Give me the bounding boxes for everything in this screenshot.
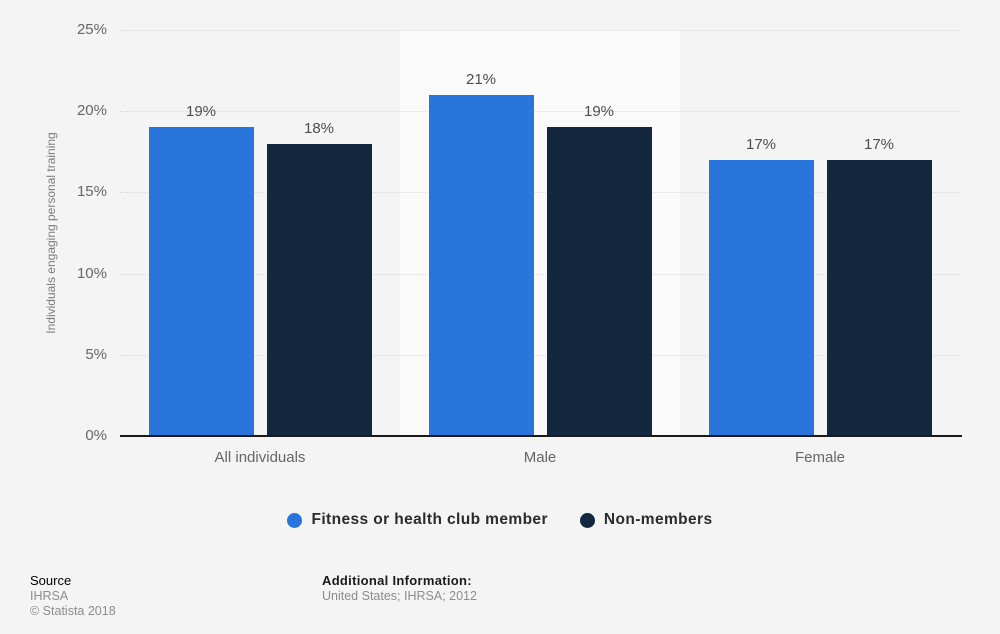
bar-value-label: 19% xyxy=(185,103,217,121)
bar-value-label: 19% xyxy=(583,103,615,121)
bar-value-label: 21% xyxy=(465,70,497,88)
y-tick-label: 15% xyxy=(76,183,107,201)
bar xyxy=(266,143,372,436)
x-category-label: All individuals xyxy=(214,449,306,466)
bar xyxy=(546,127,652,436)
legend-item: Non-members xyxy=(579,511,713,529)
source-block: Source IHRSA © Statista 2018 xyxy=(30,572,116,618)
x-axis-line xyxy=(120,435,962,437)
additional-info-label: Additional Information: xyxy=(322,573,472,588)
gridline xyxy=(120,30,962,31)
additional-info-text: United States; IHRSA; 2012 xyxy=(322,589,477,603)
y-tick-label: 5% xyxy=(85,345,107,363)
y-tick-label: 0% xyxy=(85,427,107,444)
gridline xyxy=(120,192,962,194)
x-category-label: Male xyxy=(523,449,557,466)
x-category-label: Female xyxy=(794,449,846,466)
y-tick-label: 10% xyxy=(76,264,107,282)
bar xyxy=(826,159,932,436)
y-tick-label: 20% xyxy=(76,102,107,120)
legend-label: Fitness or health club member xyxy=(311,511,548,528)
y-tick-label: 25% xyxy=(76,21,107,38)
y-axis-title: Individuals engaging personal training xyxy=(44,132,58,334)
bar xyxy=(428,94,534,436)
legend-label: Non-members xyxy=(603,511,713,528)
legend-swatch xyxy=(579,512,595,528)
legend-item: Fitness or health club member xyxy=(287,511,547,529)
legend-swatch xyxy=(287,512,303,528)
gridline xyxy=(120,273,962,275)
gridline xyxy=(120,111,962,113)
bar xyxy=(708,159,814,436)
bar-value-label: 17% xyxy=(863,135,895,153)
source-name: IHRSA xyxy=(30,589,69,603)
additional-info-block: Additional Information: United States; I… xyxy=(322,572,477,604)
legend: Fitness or health club member Non-members xyxy=(0,511,1000,529)
copyright-note: © Statista 2018 xyxy=(30,603,116,618)
source-label: Source xyxy=(30,573,72,588)
bar-value-label: 17% xyxy=(745,135,777,153)
bar xyxy=(148,127,254,436)
bar-value-label: 18% xyxy=(303,119,335,137)
gridline xyxy=(120,354,962,356)
